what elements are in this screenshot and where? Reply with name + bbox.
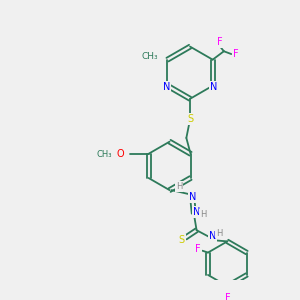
Text: N: N xyxy=(189,192,197,202)
Text: N: N xyxy=(163,82,170,92)
Text: F: F xyxy=(217,37,223,47)
Text: O: O xyxy=(117,149,124,159)
Text: N: N xyxy=(193,207,200,217)
Text: F: F xyxy=(224,293,230,300)
Text: F: F xyxy=(233,49,239,59)
Text: N: N xyxy=(210,82,217,92)
Text: H: H xyxy=(176,182,182,191)
Text: S: S xyxy=(187,114,193,124)
Text: H: H xyxy=(200,210,206,219)
Text: CH₃: CH₃ xyxy=(97,150,112,159)
Text: N: N xyxy=(209,231,216,241)
Text: H: H xyxy=(216,229,222,238)
Text: S: S xyxy=(178,235,185,244)
Text: F: F xyxy=(195,244,200,254)
Text: CH₃: CH₃ xyxy=(142,52,158,62)
